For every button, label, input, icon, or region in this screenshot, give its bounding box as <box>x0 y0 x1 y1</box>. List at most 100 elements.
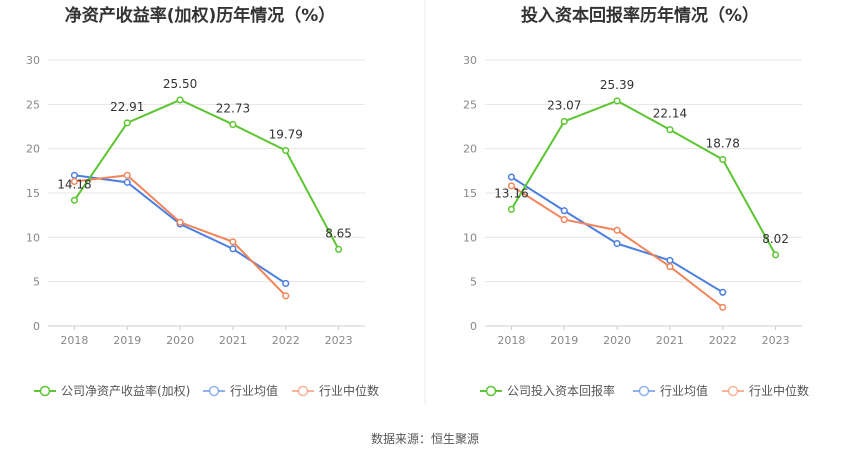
series-0: 13.16 23.07 25.39 22.14 18.78 8.02 <box>494 78 789 259</box>
data-point[interactable] <box>70 196 78 204</box>
legend-item-2[interactable]: 行业中位数 <box>292 383 379 398</box>
x-tick-label: 2020 <box>166 334 194 347</box>
legend-marker <box>208 385 220 397</box>
data-point[interactable] <box>282 146 290 155</box>
data-point[interactable] <box>772 251 780 259</box>
data-point[interactable] <box>613 97 621 105</box>
data-label: 18.78 <box>706 136 740 150</box>
series-line <box>510 99 777 256</box>
y-tick-label: 25 <box>463 98 477 111</box>
data-point[interactable] <box>719 288 727 296</box>
series-2 <box>70 171 290 300</box>
chart-title: 投入资本回报率历年情况（%） <box>521 5 759 26</box>
x-tick-label: 2018 <box>60 334 88 347</box>
legend-marker <box>638 385 650 397</box>
series-line <box>74 174 287 285</box>
legend-item-2[interactable]: 行业中位数 <box>722 383 809 398</box>
data-point[interactable] <box>176 218 184 226</box>
x-tick-label: 2021 <box>656 334 684 347</box>
data-point[interactable] <box>507 173 515 181</box>
series-1 <box>507 173 727 296</box>
y-tick-label: 15 <box>26 187 40 200</box>
data-label: 23.07 <box>547 98 581 112</box>
data-point[interactable] <box>282 279 290 287</box>
data-label: 22.91 <box>110 100 144 114</box>
data-point[interactable] <box>666 256 674 264</box>
roe-chart: 净资产收益率(加权)历年情况（%） 0 5 10 15 20 25 30 2018 2019 202… <box>26 5 379 398</box>
data-point[interactable] <box>176 96 184 104</box>
x-tick-label: 2019 <box>550 334 578 347</box>
x-tick-label: 2019 <box>113 334 141 347</box>
y-tick-label: 20 <box>463 143 477 156</box>
y-tick-label: 20 <box>26 143 40 156</box>
legend-label: 公司投入资本回报率 <box>507 383 615 398</box>
y-tick-label: 30 <box>26 54 40 67</box>
data-point[interactable] <box>560 216 568 224</box>
data-point[interactable] <box>70 177 78 186</box>
data-point[interactable] <box>229 238 237 246</box>
series-2 <box>507 182 727 311</box>
data-point[interactable] <box>719 155 727 164</box>
data-point[interactable] <box>666 126 674 134</box>
series-line <box>510 176 724 294</box>
y-tick-label: 0 <box>33 320 40 333</box>
data-point[interactable] <box>123 171 131 179</box>
data-point[interactable] <box>229 245 237 253</box>
data-point[interactable] <box>507 182 515 190</box>
y-tick-label: 10 <box>26 231 40 244</box>
legend-item-1[interactable]: 行业均值 <box>203 383 278 398</box>
x-tick-label: 2022 <box>709 334 737 347</box>
legend-label: 行业均值 <box>660 383 708 398</box>
data-point[interactable] <box>560 207 568 215</box>
legend-item-0[interactable]: 公司净资产收益率(加权) <box>34 383 190 398</box>
legend-marker <box>485 385 497 397</box>
x-tick-label: 2021 <box>219 334 247 347</box>
chart-title: 净资产收益率(加权)历年情况（%） <box>65 5 336 26</box>
y-tick-label: 10 <box>463 231 477 244</box>
legend-label: 公司净资产收益率(加权) <box>61 383 190 398</box>
y-tick-label: 5 <box>33 276 40 289</box>
y-tick-label: 0 <box>470 320 477 333</box>
data-point[interactable] <box>229 120 237 129</box>
data-point[interactable] <box>335 245 343 253</box>
data-point[interactable] <box>613 226 621 234</box>
data-point[interactable] <box>123 119 131 127</box>
data-point[interactable] <box>560 117 568 125</box>
data-label: 8.02 <box>762 232 789 246</box>
legend-item-1[interactable]: 行业均值 <box>633 383 708 398</box>
y-tick-label: 15 <box>463 187 477 200</box>
y-tick-label: 30 <box>463 54 477 67</box>
series-1 <box>70 171 290 287</box>
data-label: 19.79 <box>269 128 303 142</box>
data-point[interactable] <box>123 178 131 186</box>
data-label: 13.16 <box>494 186 528 200</box>
legend-label: 行业中位数 <box>749 383 809 398</box>
data-label: 14.18 <box>57 177 91 191</box>
data-source: 数据来源：恒生聚源 <box>371 431 479 446</box>
x-tick-label: 2023 <box>762 334 790 347</box>
legend-marker <box>39 385 51 397</box>
x-tick-label: 2023 <box>325 334 353 347</box>
data-label: 22.14 <box>653 107 687 121</box>
x-tick-label: 2022 <box>272 334 300 347</box>
roic-chart: 投入资本回报率历年情况（%） 0 5 10 15 20 25 30 2018 2019 2020 20… <box>463 5 809 398</box>
data-point[interactable] <box>507 205 515 213</box>
legend-marker <box>727 385 739 397</box>
legend-marker <box>297 385 309 397</box>
x-tick-label: 2020 <box>603 334 631 347</box>
legend-label: 行业中位数 <box>319 383 379 398</box>
data-label: 25.39 <box>600 78 634 92</box>
legend-label: 行业均值 <box>230 383 278 398</box>
series-line <box>73 98 340 250</box>
data-label: 22.73 <box>216 101 250 115</box>
data-label: 8.65 <box>325 226 352 240</box>
data-point[interactable] <box>666 263 674 271</box>
legend-item-0[interactable]: 公司投入资本回报率 <box>480 383 615 398</box>
x-tick-label: 2018 <box>497 334 525 347</box>
y-tick-label: 5 <box>470 276 477 289</box>
data-point[interactable] <box>282 292 290 300</box>
data-point[interactable] <box>613 239 621 248</box>
data-point[interactable] <box>719 303 727 311</box>
data-label: 25.50 <box>163 77 197 91</box>
